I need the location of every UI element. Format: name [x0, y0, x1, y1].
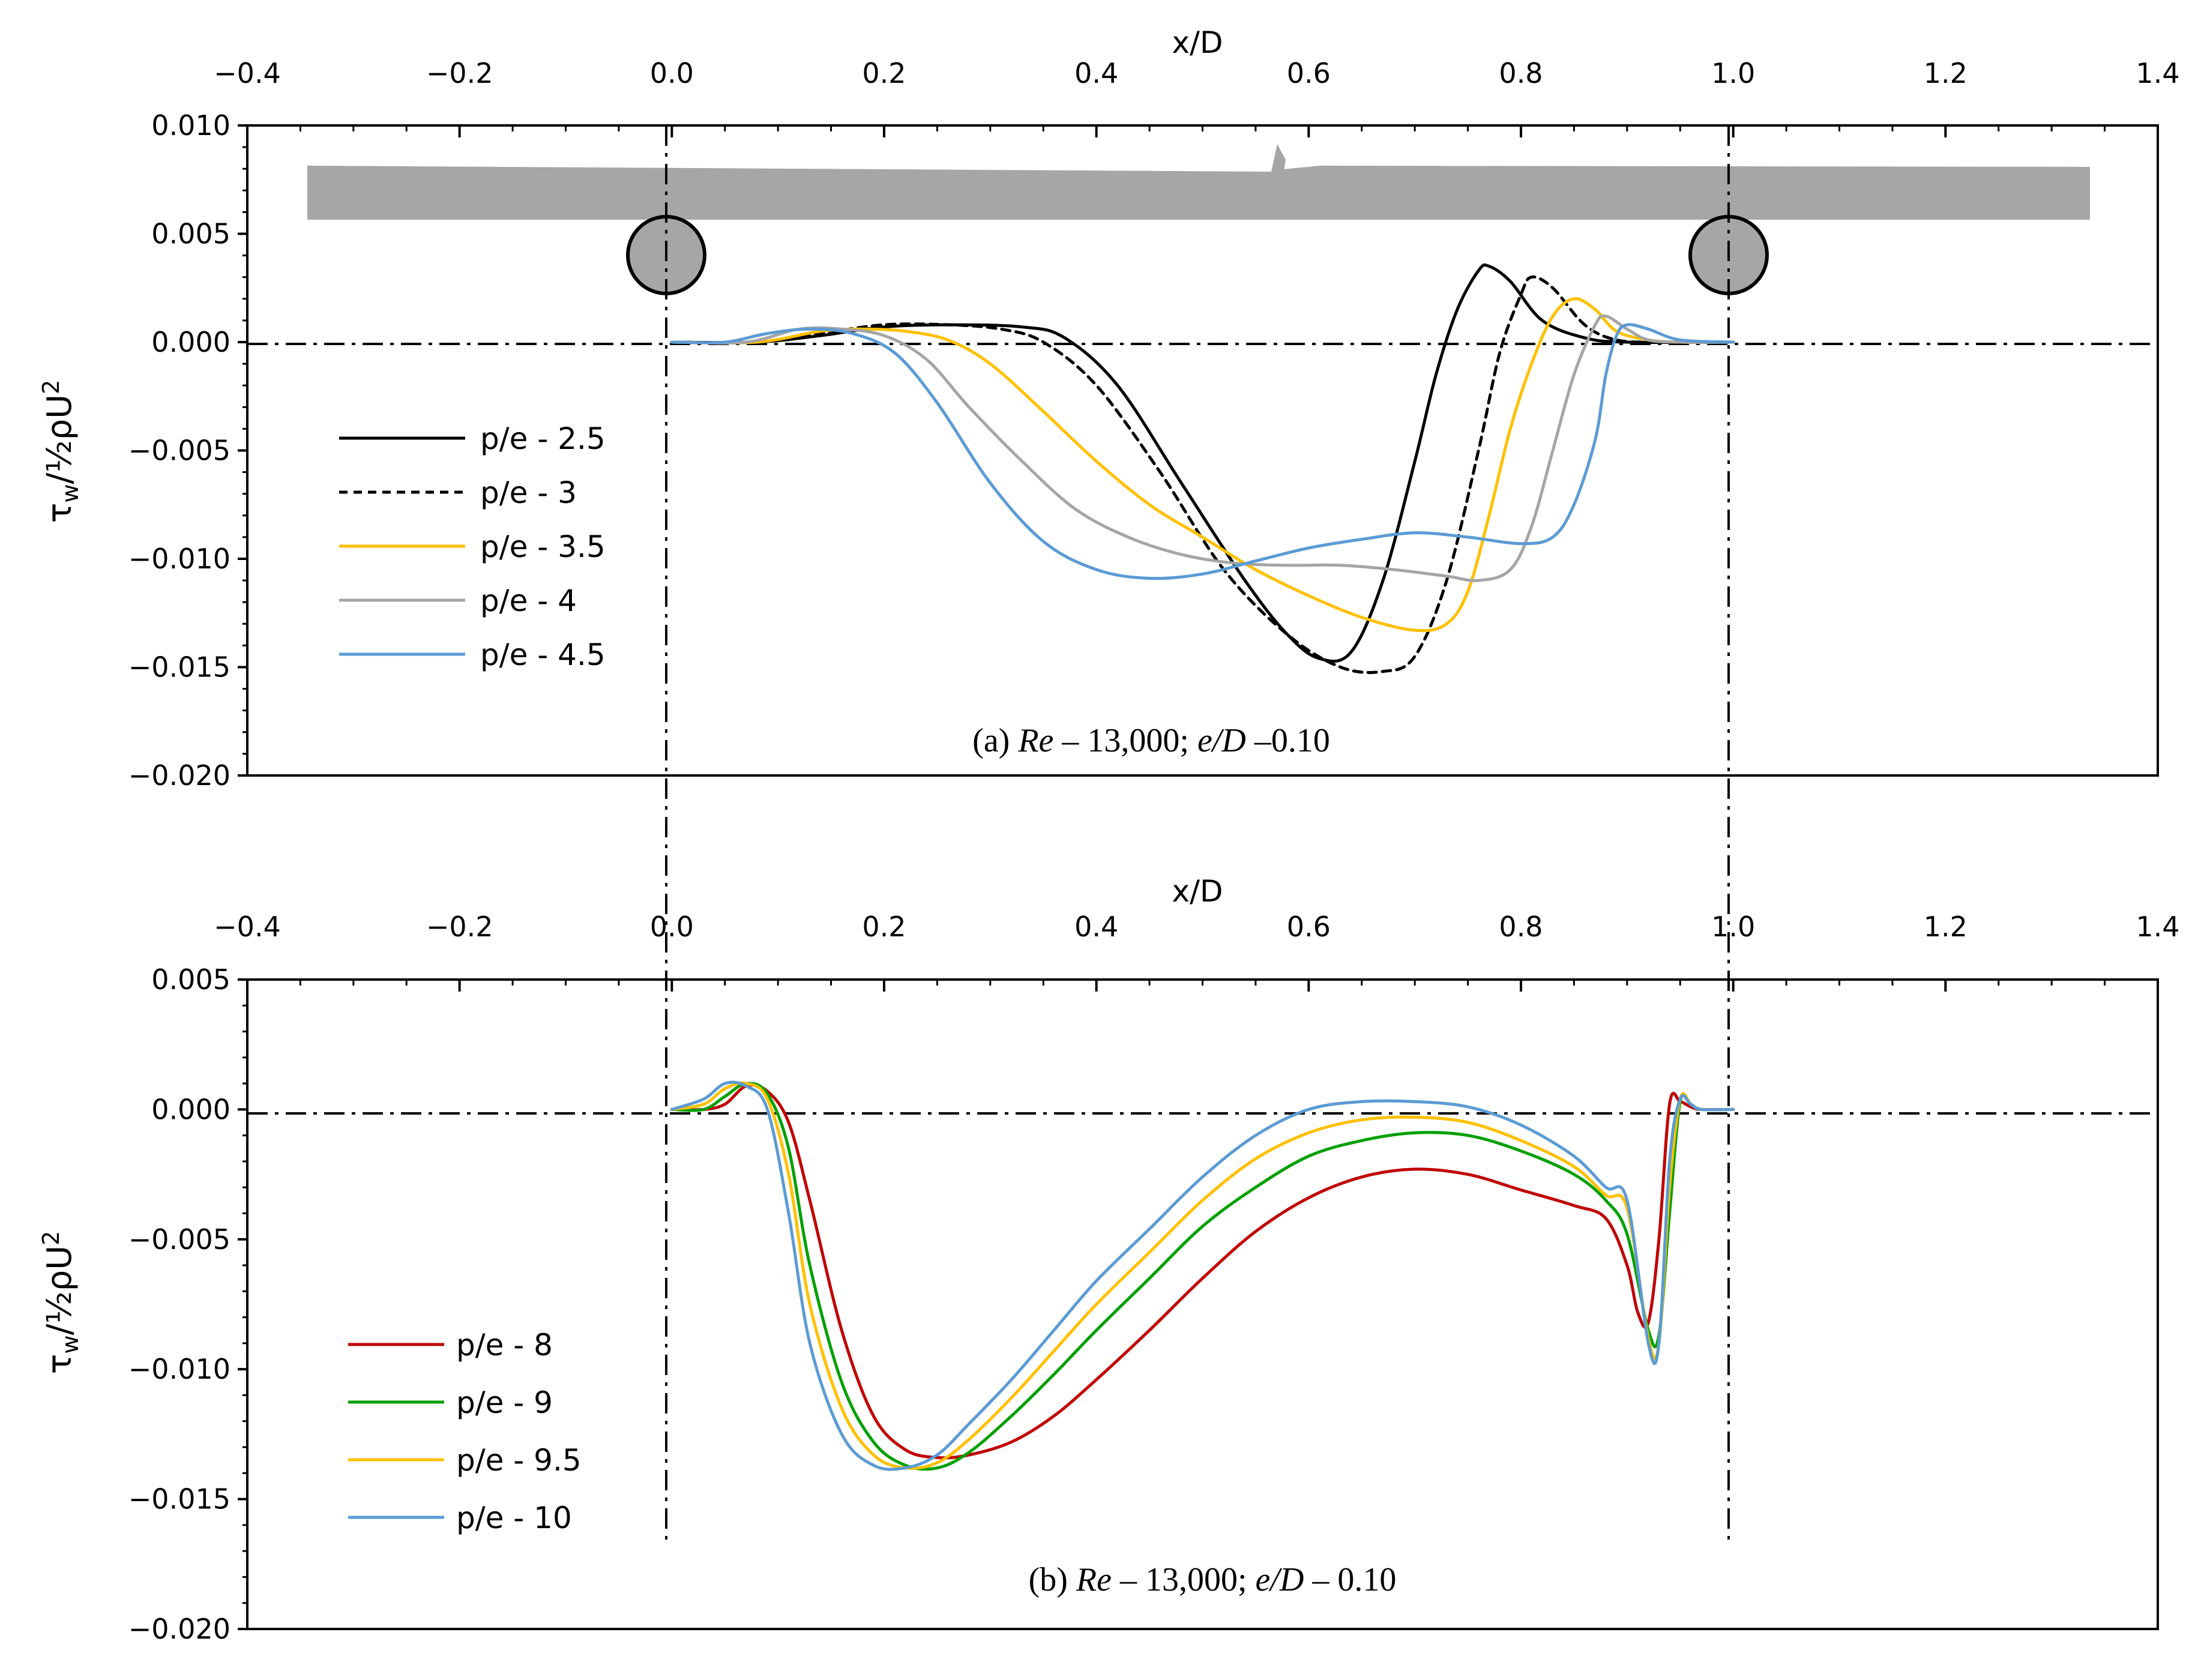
y-tick-label: 0.000	[151, 326, 230, 358]
x-tick-label: 0.2	[862, 57, 906, 89]
y-tick-label: −0.005	[128, 435, 230, 467]
x-tick-label: 0.4	[1074, 911, 1118, 943]
legend-label: p/e - 8	[456, 1328, 553, 1362]
series-line-p-e-4.5	[670, 323, 1735, 580]
y-tick-label: −0.015	[128, 1483, 230, 1516]
series-line-p-e-10	[670, 1080, 1735, 1471]
y-tick-label: 0.005	[151, 963, 230, 996]
legend-b: p/e - 8 p/e - 9 p/e - 9.5 p/e - 10	[348, 1328, 582, 1535]
x-tick-label: 0.8	[1499, 911, 1543, 943]
x-tick-label: 0.6	[1287, 57, 1331, 89]
blade-shape	[307, 144, 2090, 220]
legend-label: p/e - 4	[480, 583, 577, 618]
ticks-a: −0.4 −0.2 0.0 0.2 0.4 0.6 0.8 1.0 1.2 1.4 0.010 0.0…	[128, 57, 2180, 792]
x-tick-label: 0.0	[650, 911, 694, 943]
y-axis-title: τw/½ρU2	[38, 380, 83, 523]
x-tick-label: 1.2	[1924, 57, 1968, 89]
y-tick-label: 0.010	[151, 109, 230, 142]
x-tick-label: 1.4	[2136, 57, 2179, 89]
legend-label: p/e - 2.5	[480, 421, 606, 456]
series-line-p-e-3.5	[670, 297, 1735, 633]
legend-label: p/e - 9	[456, 1385, 553, 1420]
x-tick-label: 0.2	[862, 911, 906, 943]
legend-a: p/e - 2.5 p/e - 3 p/e - 3.5 p/e - 4 p/e - 4.…	[339, 421, 606, 672]
legend-label: p/e - 9.5	[456, 1443, 582, 1478]
legend-label: p/e - 10	[456, 1501, 572, 1535]
y-tick-label: −0.020	[128, 759, 230, 792]
ticks-b: −0.4 −0.2 0.0 0.2 0.4 0.6 0.8 1.0 1.2 1.4 0.005 0.0…	[128, 911, 2180, 1645]
legend-label: p/e - 3.5	[480, 529, 606, 564]
y-tick-label: −0.010	[128, 543, 230, 575]
x-tick-label: 0.8	[1499, 57, 1543, 89]
caption-b: (b) Re – 13,000; e/D – 0.10	[1029, 1561, 1397, 1598]
y-tick-label: −0.020	[128, 1613, 230, 1645]
x-tick-label: 1.2	[1924, 911, 1968, 943]
x-tick-label: −0.4	[214, 911, 281, 943]
legend-label: p/e - 3	[480, 475, 577, 510]
y-tick-label: −0.010	[128, 1353, 230, 1385]
y-tick-label: −0.005	[128, 1223, 230, 1256]
y-tick-label: −0.015	[128, 651, 230, 684]
x-tick-label: −0.2	[426, 57, 493, 89]
x-tick-label: 0.4	[1074, 57, 1118, 89]
x-tick-label: 0.0	[650, 57, 694, 89]
x-tick-label: −0.2	[426, 911, 493, 943]
series-line-p-e-3	[670, 275, 1735, 674]
panel-a: −0.4 −0.2 0.0 0.2 0.4 0.6 0.8 1.0 1.2 1.4 0.010 0.0…	[38, 25, 2180, 792]
x-tick-label: −0.4	[214, 57, 281, 89]
x-tick-label: 0.6	[1287, 911, 1331, 943]
x-tick-label: 1.0	[1711, 57, 1755, 89]
caption-a: (a) Re – 13,000; e/D –0.10	[972, 722, 1330, 759]
x-axis-title: x/D	[1172, 25, 1223, 60]
x-tick-label: 1.0	[1711, 911, 1755, 943]
series-line-p-e-4	[670, 314, 1735, 582]
y-axis-title: τw/½ρU2	[38, 1231, 83, 1374]
x-tick-label: 1.4	[2136, 911, 2179, 943]
y-tick-label: 0.000	[151, 1093, 230, 1125]
y-tick-label: 0.005	[151, 218, 230, 250]
x-axis-title: x/D	[1172, 874, 1223, 909]
legend-label: p/e - 4.5	[480, 637, 606, 672]
series-a	[670, 263, 1735, 674]
series-line-p-e-8	[670, 1083, 1735, 1460]
panel-b: −0.4 −0.2 0.0 0.2 0.4 0.6 0.8 1.0 1.2 1.4 0.005 0.0…	[38, 874, 2180, 1645]
series-b	[670, 1080, 1735, 1471]
